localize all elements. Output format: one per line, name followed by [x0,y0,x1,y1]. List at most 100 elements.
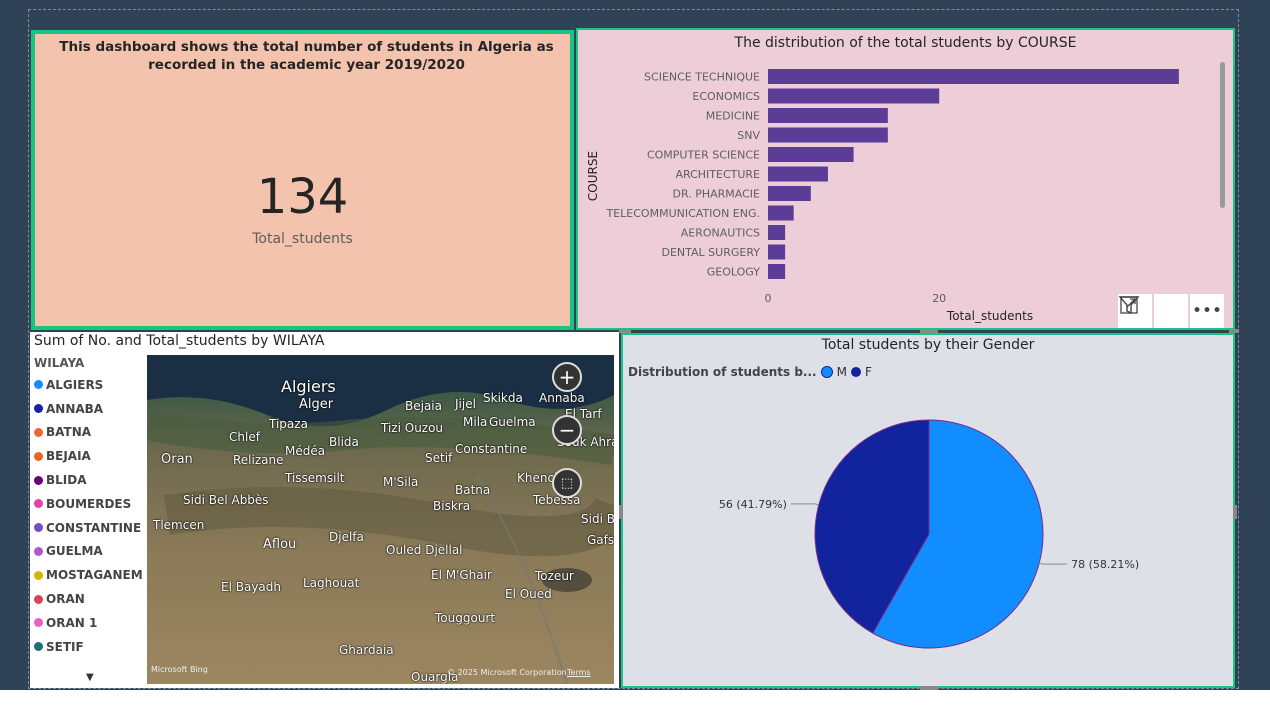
legend-item[interactable]: ORAN 1 [34,611,146,635]
bar[interactable] [768,244,786,260]
map-city-label: Tizi Ouzou [381,421,444,435]
resize-handle[interactable] [920,686,938,690]
category-label: DR. PHARMACIE [673,188,761,201]
bar[interactable] [768,88,940,104]
map-canvas[interactable]: Algiers Alger Bejaia Jijel Skikda Annaba El Ta… [147,355,614,684]
legend-item[interactable]: BATNA [34,421,146,445]
resize-handle[interactable] [619,329,631,333]
total-students-value: 134 [256,169,349,225]
category-label: ECONOMICS [692,90,760,103]
map-city-label: Oran [161,452,193,467]
map-city-label: Tlemcen [153,518,205,532]
map-city-label: Touggourt [435,611,496,625]
bar[interactable] [768,186,811,201]
bar[interactable] [768,205,794,221]
legend-f-label[interactable]: F [864,365,872,379]
map-select-icon[interactable]: ⬚ [552,468,582,498]
bar[interactable] [768,225,786,240]
category-label: MEDICINE [706,110,760,123]
gender-pie-chart[interactable]: Total students by their Gender Distribut… [621,333,1235,688]
zoom-out-button[interactable]: − [552,415,582,445]
legend-label: ANNABA [46,401,104,416]
resize-handle[interactable] [619,505,623,519]
legend-item[interactable]: MOSTAGANEM [34,563,146,587]
pie-slice[interactable] [872,419,1044,649]
map-city-label: Guelma [489,415,536,429]
map-city-label: Sidi Bel Abbès [183,493,269,507]
category-label: SNV [737,129,760,142]
legend-label: ORAN [46,592,85,607]
zoom-in-button[interactable]: + [552,362,582,392]
pie-legend: Distribution of students b... M F [628,365,872,379]
map-city-label: Médéa [285,444,326,458]
map-city-label: Skikda [483,391,523,405]
kpi-card[interactable]: This dashboard shows the total number of… [31,30,574,330]
map-city-label: Ghardaia [339,643,394,657]
legend-dot [34,546,43,556]
legend-item[interactable]: BEJAIA [34,444,146,468]
bar[interactable] [768,108,888,123]
map-city-label: Ouargla [411,670,459,684]
bing-logo: Microsoft Bing [151,665,208,674]
resize-handle[interactable] [1233,505,1237,519]
map-city-label: Relizane [233,453,284,467]
x-axis-label: Total_students [946,309,1033,323]
resize-handle[interactable] [1229,329,1239,333]
bar[interactable] [768,166,828,182]
legend-scroll-down-icon[interactable]: ▼ [86,672,94,683]
category-label: TELECOMMUNICATION ENG. [606,207,761,220]
category-label: COMPUTER SCIENCE [647,149,760,162]
focus-mode-icon[interactable] [1120,294,1188,328]
bar[interactable] [768,69,1179,84]
legend-item[interactable]: ANNABA [34,397,146,421]
bar[interactable] [768,127,888,143]
legend-item[interactable]: CONSTANTINE [34,516,146,540]
category-label: GEOLOGY [707,266,761,279]
category-label: DENTAL SURGERY [662,246,761,259]
x-tick-label: 0 [765,292,772,305]
pie-slice[interactable] [814,419,930,634]
map-city-label: Bejaia [405,399,442,413]
leader-line [790,503,819,506]
bar-chart-svg: SCIENCE TECHNIQUE ECONOMICS MEDICINE SNV COM… [586,69,1179,323]
legend-dot [34,427,43,437]
status-bar [0,690,1270,708]
map-city-label: Mila [463,415,488,429]
legend-dot [34,451,43,461]
legend-item[interactable]: GUELMA [34,540,146,564]
legend-item[interactable]: BLIDA [34,468,146,492]
map-city-label: Alger [299,397,334,412]
more-options-icon[interactable]: ••• [1190,294,1224,328]
category-label: ARCHITECTURE [675,168,760,181]
bar[interactable] [768,264,786,279]
legend-item[interactable]: BOUMERDES [34,492,146,516]
legend-label: BEJAIA [46,449,91,464]
bar[interactable] [768,147,854,162]
legend-label: MOSTAGANEM [46,568,143,583]
resize-handle[interactable] [920,329,938,333]
map-legend-title: WILAYA [34,356,85,370]
course-bar-chart[interactable]: The distribution of the total students b… [576,28,1235,330]
map-city-label: Annaba [539,391,585,405]
map-legend: WILAYA ALGIERS ANNABA BATNA BEJAIA BLIDA BOUM… [34,356,146,659]
map-city-label: Sidi B [581,512,614,526]
map-terms-link[interactable]: Terms [567,668,591,677]
map-city-label: Tozeur [535,569,574,583]
map-city-label: Laghouat [303,576,360,590]
legend-label: BOUMERDES [46,496,132,511]
report-canvas [28,9,1239,689]
category-label: SCIENCE TECHNIQUE [644,71,760,84]
legend-item[interactable]: ALGIERS [34,373,146,397]
leader-line [1039,562,1068,565]
legend-m-label[interactable]: M [836,365,847,379]
map-city-label: M'Sila [383,475,419,489]
bar-chart-scrollbar[interactable] [1220,62,1225,208]
legend-item[interactable]: SETIF [34,635,146,659]
total-students-label: Total_students [252,231,353,247]
legend-item[interactable]: ORAN [34,587,146,611]
legend-label: BLIDA [46,473,87,488]
map-copyright: © 2025 Microsoft Corporation [447,668,567,677]
map-city-label: Jijel [455,397,476,411]
wilaya-map-visual[interactable]: Sum of No. and Total_students by WILAYA … [30,332,619,688]
legend-dot [34,499,43,509]
